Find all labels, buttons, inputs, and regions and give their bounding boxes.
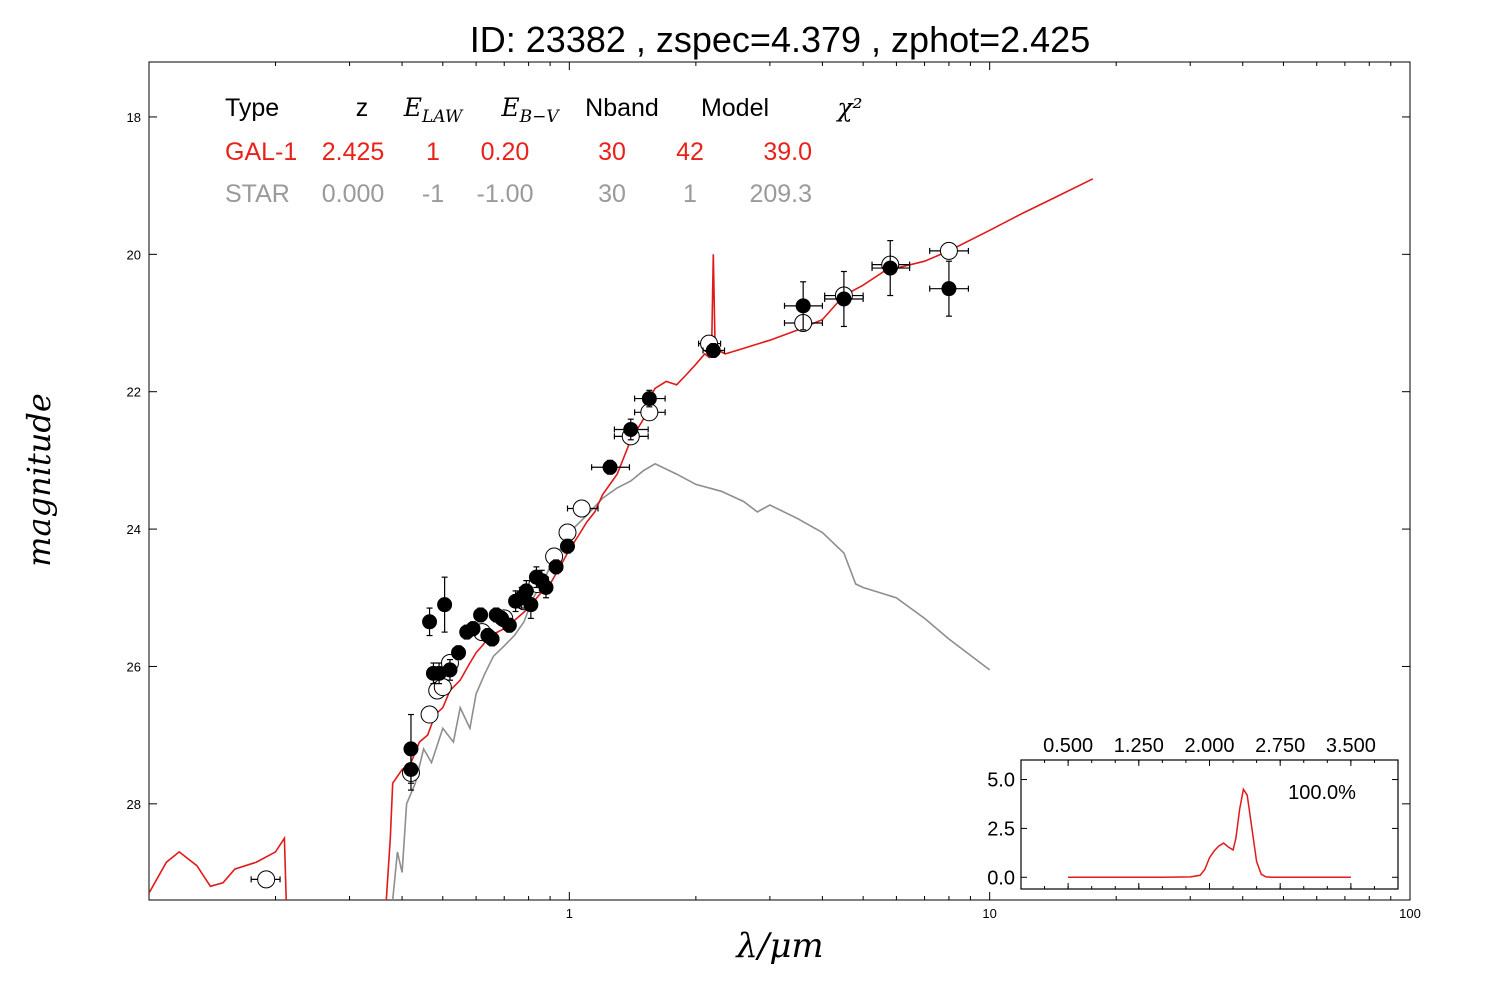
table-header: z xyxy=(356,94,369,122)
table-header: Model xyxy=(701,94,769,122)
inset-x-tick-label: 0.500 xyxy=(1043,735,1093,757)
observed-flux-point xyxy=(559,538,575,554)
y-axis-label: magnitude xyxy=(20,393,58,567)
model-flux-point xyxy=(939,241,958,260)
inset-annotation: 100.0% xyxy=(1288,782,1356,804)
observed-flux-point xyxy=(795,298,811,314)
inset-y-tick-label: 2.5 xyxy=(987,818,1015,840)
x-tick-label: 100 xyxy=(1399,906,1421,921)
table-cell: 0.000 xyxy=(322,180,385,208)
table-cell: -1.00 xyxy=(477,180,534,208)
observed-flux-point xyxy=(836,291,852,307)
x-axis-label: λ/μm xyxy=(734,926,823,966)
observed-flux-point xyxy=(403,761,419,777)
inset-x-tick-label: 3.500 xyxy=(1326,735,1376,757)
redshift-pdf-inset: 0.500 1.250 2.000 2.750 3.500 0.0 2.5 5.0 100.0% xyxy=(987,735,1399,890)
inset-y-tick-label: 5.0 xyxy=(987,770,1015,792)
table-cell: GAL-1 xyxy=(225,138,297,166)
observed-flux-point xyxy=(523,597,539,613)
main-plot-area: 18 20 22 24 26 28 1 10 100 xyxy=(127,61,1421,921)
fit-table: Type z ELAW EB−V Nband Model χ² GAL-1 2.425 1 0.20… xyxy=(225,93,863,208)
observed-flux-point xyxy=(602,459,618,475)
y-tick-label: 24 xyxy=(127,522,141,537)
model-flux-point xyxy=(420,705,439,724)
observed-flux-point xyxy=(941,281,957,297)
table-header: ELAW xyxy=(403,93,464,127)
observed-flux-point xyxy=(548,559,564,575)
model-flux-point xyxy=(257,870,276,889)
observed-flux-point xyxy=(451,645,467,661)
table-header: Nband xyxy=(585,94,659,122)
observed-flux-point xyxy=(465,621,481,637)
inset-frame xyxy=(1020,759,1399,890)
observed-flux-point xyxy=(501,617,517,633)
observed-flux-point xyxy=(473,607,489,623)
inset-y-tick-label: 0.0 xyxy=(987,867,1015,889)
table-cell: 0.20 xyxy=(481,138,530,166)
observed-flux-point xyxy=(641,391,657,407)
table-cell: 39.0 xyxy=(763,138,812,166)
table-cell: 209.3 xyxy=(749,180,812,208)
x-tick-label: 1 xyxy=(566,906,573,921)
table-header: χ² xyxy=(835,93,862,122)
model-flux-point xyxy=(433,678,452,697)
table-header: Type xyxy=(225,94,279,122)
plot-content xyxy=(149,178,1094,900)
observed-flux-point xyxy=(437,597,453,613)
y-tick-label: 26 xyxy=(127,659,141,674)
inset-x-tick-label: 2.000 xyxy=(1184,735,1234,757)
chart-title: ID: 23382 , zspec=4.379 , zphot=2.425 xyxy=(470,19,1090,60)
observed-flux-point xyxy=(422,614,438,630)
observed-flux-point xyxy=(623,421,639,437)
y-tick-label: 22 xyxy=(127,385,141,400)
table-cell: 1 xyxy=(426,138,440,166)
table-cell: STAR xyxy=(225,180,290,208)
table-header: EB−V xyxy=(500,93,560,127)
observed-flux-point xyxy=(882,260,898,276)
table-cell: 30 xyxy=(598,180,626,208)
y-tick-label: 20 xyxy=(127,247,141,262)
inset-x-tick-label: 2.750 xyxy=(1255,735,1305,757)
redshift-pdf-line xyxy=(1068,787,1351,879)
table-cell: 1 xyxy=(683,180,697,208)
model-flux-point xyxy=(572,499,591,518)
table-cell: 42 xyxy=(676,138,704,166)
table-cell: 2.425 xyxy=(322,138,385,166)
table-cell: -1 xyxy=(422,180,444,208)
y-tick-label: 28 xyxy=(127,797,141,812)
table-cell: 30 xyxy=(598,138,626,166)
model-flux-point xyxy=(558,523,577,542)
observed-flux-point xyxy=(705,342,721,358)
observed-flux-point xyxy=(484,631,500,647)
observed-flux-point xyxy=(538,579,554,595)
observed-flux-point xyxy=(442,662,458,678)
y-tick-label: 18 xyxy=(127,110,141,125)
inset-x-tick-label: 1.250 xyxy=(1114,735,1164,757)
x-tick-label: 10 xyxy=(982,906,996,921)
